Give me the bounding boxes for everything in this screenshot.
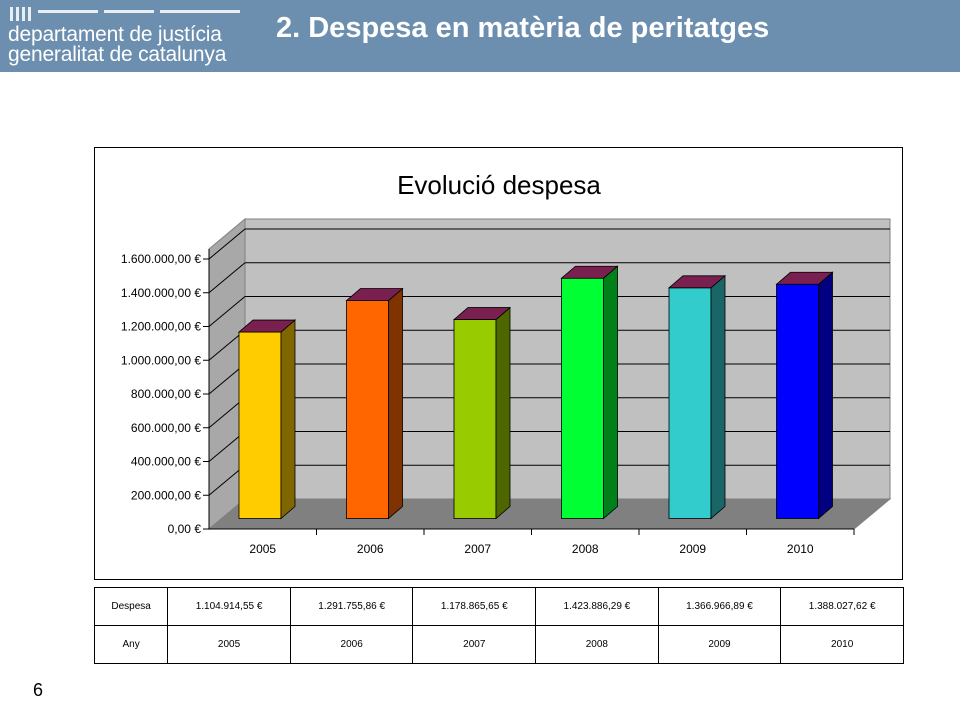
row-label: Any [93, 625, 169, 664]
crest-logo [10, 7, 240, 21]
bar-top [775, 271, 834, 285]
table-cell: 1.178.865,65 € [412, 587, 537, 626]
bar-top [345, 288, 404, 301]
y-tick-label: 1.000.000,00 € [121, 353, 201, 367]
x-tick-label: 2007 [464, 542, 491, 556]
bar [238, 331, 282, 519]
bar-side [495, 306, 511, 520]
table-cell: 1.423.886,29 € [535, 587, 659, 626]
bar [561, 277, 604, 519]
y-tick-label: 0,00 € [168, 522, 202, 536]
table-row-any: Any 2005 2006 2007 2008 2009 2010 [93, 625, 904, 664]
data-table: Despesa 1.104.914,55 € 1.291.755,86 € 1.… [93, 587, 904, 664]
y-tick-label: 1.200.000,00 € [121, 320, 201, 334]
table-row-despesa: Despesa 1.104.914,55 € 1.291.755,86 € 1.… [93, 587, 904, 626]
slide-header: departament de justícia generalitat de c… [0, 0, 960, 72]
bar [668, 287, 712, 519]
table-cell: 1.104.914,55 € [167, 587, 291, 626]
y-tick-label: 600.000,00 € [131, 421, 201, 435]
x-tick-label: 2006 [357, 542, 384, 556]
y-tick-label: 1.400.000,00 € [121, 286, 201, 300]
table-cell: 2007 [412, 625, 537, 664]
table-cell: 1.366.966,89 € [657, 587, 782, 626]
y-tick-label: 400.000,00 € [131, 455, 201, 469]
gridline [208, 262, 890, 294]
x-tick-label: 2005 [249, 542, 276, 556]
bar [453, 319, 497, 519]
bar [346, 300, 389, 519]
bar-chart: Evolució despesa 0,00 € 200.000,00 € 400.00… [121, 170, 892, 556]
page-number: 6 [33, 680, 44, 700]
table-cell: 1.388.027,62 € [780, 587, 904, 626]
y-tick-label: 800.000,00 € [131, 387, 201, 401]
bar-top [452, 307, 512, 320]
y-tick-label: 1.600.000,00 € [121, 252, 201, 266]
bar-top [667, 275, 727, 289]
organization-name: departament de justícia generalitat de c… [8, 23, 248, 66]
bar-top [560, 265, 619, 279]
chart-frame: Evolució despesa 0,00 € 200.000,00 € 400.00… [94, 147, 903, 580]
y-tick-label: 200.000,00 € [131, 488, 201, 502]
x-tick-label: 2010 [787, 542, 814, 556]
table-cell: 2005 [167, 625, 291, 664]
bar-side [280, 319, 296, 520]
bar-top [237, 319, 297, 333]
row-label: Despesa [93, 587, 169, 626]
bar-side [388, 287, 403, 520]
org-line-1: departament de justícia [8, 23, 222, 46]
bar-side [710, 274, 726, 520]
table-cell: 2010 [780, 625, 904, 664]
table-cell: 2006 [289, 625, 414, 664]
x-tick-label: 2009 [679, 542, 706, 556]
gridline [208, 228, 890, 260]
org-line-2: generalitat de catalunya [8, 43, 227, 66]
x-tick-label: 2008 [572, 542, 599, 556]
table-cell: 1.291.755,86 € [289, 587, 414, 626]
table-cell: 2009 [657, 625, 782, 664]
table-cell: 2008 [535, 625, 659, 664]
bar [776, 283, 819, 519]
bar-side [818, 271, 833, 520]
chart-title: Evolució despesa [397, 170, 601, 200]
slide-title: 2. Despesa en matèria de peritatges [276, 12, 770, 44]
bar-side [603, 265, 618, 520]
